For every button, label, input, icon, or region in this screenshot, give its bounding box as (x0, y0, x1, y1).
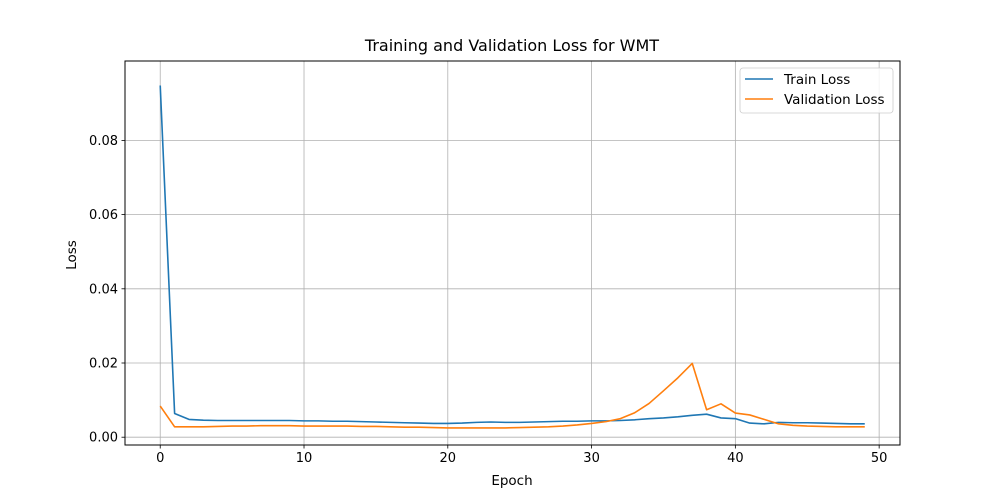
legend-box (739, 67, 894, 114)
y-tick-label: 0.06 (89, 208, 118, 223)
grid (125, 61, 900, 445)
y-tick-label: 0.08 (89, 134, 118, 149)
plot-frame (124, 60, 901, 446)
series-group (159, 85, 865, 429)
x-tick-label: 50 (871, 451, 888, 466)
x-tick-label: 0 (156, 451, 164, 466)
y-tick-label: 0.04 (89, 282, 118, 297)
x-tick-label: 30 (583, 451, 600, 466)
x-tick-label: 10 (296, 451, 313, 466)
x-tick-label: 20 (440, 451, 457, 466)
y-axis-label: Loss (64, 240, 80, 270)
y-axis: 0.00 0.02 0.04 0.06 0.08 (89, 134, 125, 446)
x-axis-label: Epoch (491, 473, 532, 489)
x-axis: 0 10 20 30 40 50 (156, 445, 887, 466)
chart-title: Training and Validation Loss for WMT (364, 36, 659, 55)
validation-loss-line (159, 362, 865, 429)
x-tick-label: 40 (727, 451, 744, 466)
legend-label-validation-loss: Validation Loss (784, 92, 885, 108)
legend-label-train-loss: Train Loss (783, 72, 850, 88)
train-loss-line (159, 85, 865, 425)
y-tick-label: 0.00 (89, 431, 118, 446)
legend: Train Loss Validation Loss (739, 67, 894, 114)
y-tick-label: 0.02 (89, 357, 118, 372)
